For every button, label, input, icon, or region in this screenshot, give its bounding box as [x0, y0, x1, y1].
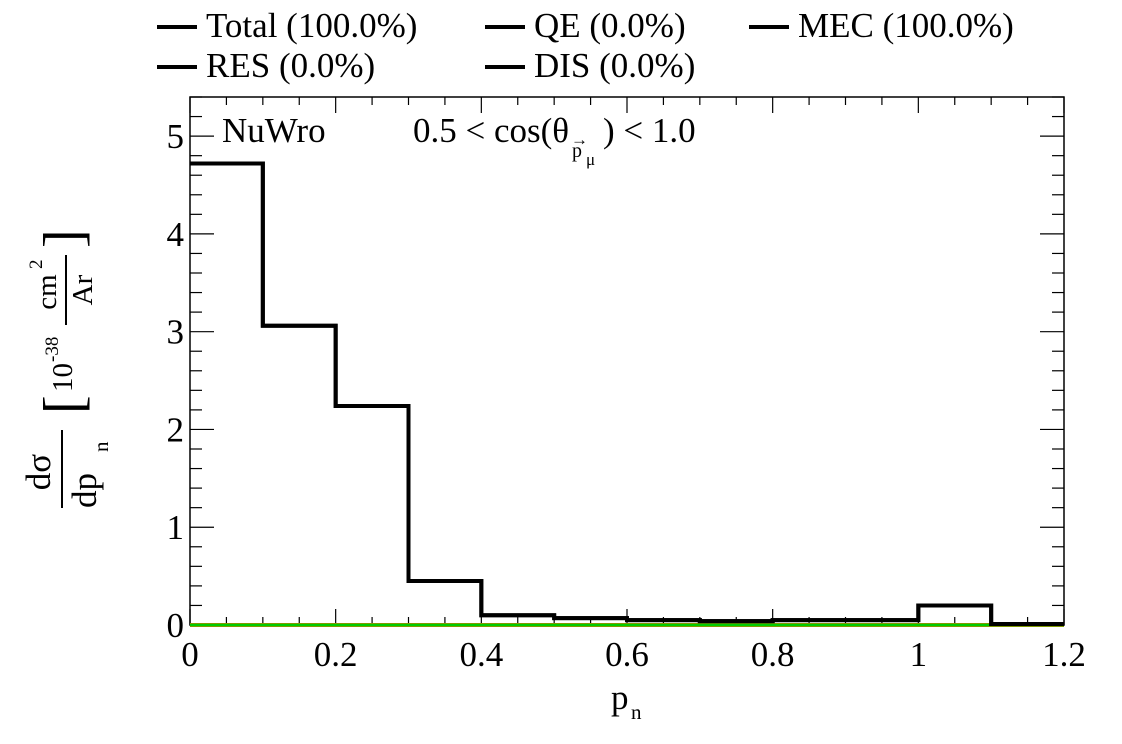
x-axis-title-main: p: [611, 678, 629, 717]
cut-label-sub-mu: μ: [586, 150, 595, 169]
y-tick-label: 3: [167, 313, 185, 352]
y-axis-title-unit-exp: -38: [42, 337, 63, 362]
y-axis-title-unit-num: cm: [31, 274, 63, 310]
y-axis-title-denominator-sub: n: [89, 441, 113, 452]
y-tick-label: 1: [167, 508, 185, 547]
y-axis-ticks: [190, 96, 1064, 626]
y-axis-title-unit-num-exp: 2: [26, 260, 47, 270]
legend-label-mec: MEC (100.0%): [798, 6, 1014, 45]
y-axis-title-unit-den: Ar: [67, 274, 99, 305]
x-tick-label: 0.2: [314, 635, 358, 674]
y-axis-title-bracket-right: ]: [33, 229, 95, 248]
x-tick-label: 0: [181, 635, 199, 674]
x-axis-title: p n: [611, 678, 642, 724]
legend-entry-qe: QE (0.0%): [485, 6, 686, 45]
x-axis-ticks: [189, 97, 1065, 625]
cut-label-sub-p: p: [572, 140, 582, 162]
y-axis-title-unit-prefix: 10: [47, 363, 79, 392]
x-tick-label: 0.4: [459, 635, 503, 674]
series-line-total: [190, 161, 1064, 627]
x-axis-title-sub: n: [631, 700, 642, 724]
legend-label-res: RES (0.0%): [206, 46, 375, 85]
x-tick-label: 0.8: [751, 635, 795, 674]
y-axis-title-bracket-left: [: [33, 395, 95, 414]
y-axis-title-numerator: dσ: [19, 454, 58, 491]
x-axis-tick-labels: 0 0.2 0.4 0.6 0.8 1 1.2: [181, 635, 1086, 674]
y-tick-label: 2: [167, 410, 185, 449]
y-axis-title: dσ dp n [ 10 -38 cm 2 Ar ]: [19, 229, 113, 508]
series-total: [190, 161, 1064, 627]
generator-label: NuWro: [222, 111, 326, 150]
plot-frame: [189, 96, 1065, 626]
legend-label-qe: QE (0.0%): [534, 6, 686, 45]
x-tick-label: 1.2: [1042, 635, 1086, 674]
y-axis-tick-labels: 0 1 2 3 4 5: [167, 117, 185, 645]
series-line-mec: [190, 161, 1064, 627]
x-tick-label: 0.6: [605, 635, 649, 674]
series-layer: [190, 161, 1064, 627]
y-axis-title-denominator: dp: [65, 473, 104, 508]
series-mec: [190, 161, 1064, 627]
legend-label-dis: DIS (0.0%): [534, 46, 695, 85]
cut-label: 0.5 < cos(θ → p μ ) < 1.0: [413, 111, 696, 169]
y-tick-label: 5: [167, 117, 185, 156]
cut-label-prefix: 0.5 < cos(θ: [413, 111, 569, 150]
legend: Total (100.0%) QE (0.0%) MEC (100.0%) RE…: [157, 6, 1014, 85]
legend-entry-total: Total (100.0%): [157, 6, 417, 45]
x-tick-label: 1: [910, 635, 928, 674]
legend-entry-dis: DIS (0.0%): [485, 46, 695, 85]
y-tick-label: 0: [167, 606, 185, 645]
legend-entry-res: RES (0.0%): [157, 46, 375, 85]
y-tick-label: 4: [167, 215, 185, 254]
cut-label-suffix: ) < 1.0: [603, 111, 696, 150]
legend-entry-mec: MEC (100.0%): [749, 6, 1014, 45]
cut-label-sub-arrow: →: [571, 130, 588, 149]
legend-label-total: Total (100.0%): [206, 6, 417, 45]
